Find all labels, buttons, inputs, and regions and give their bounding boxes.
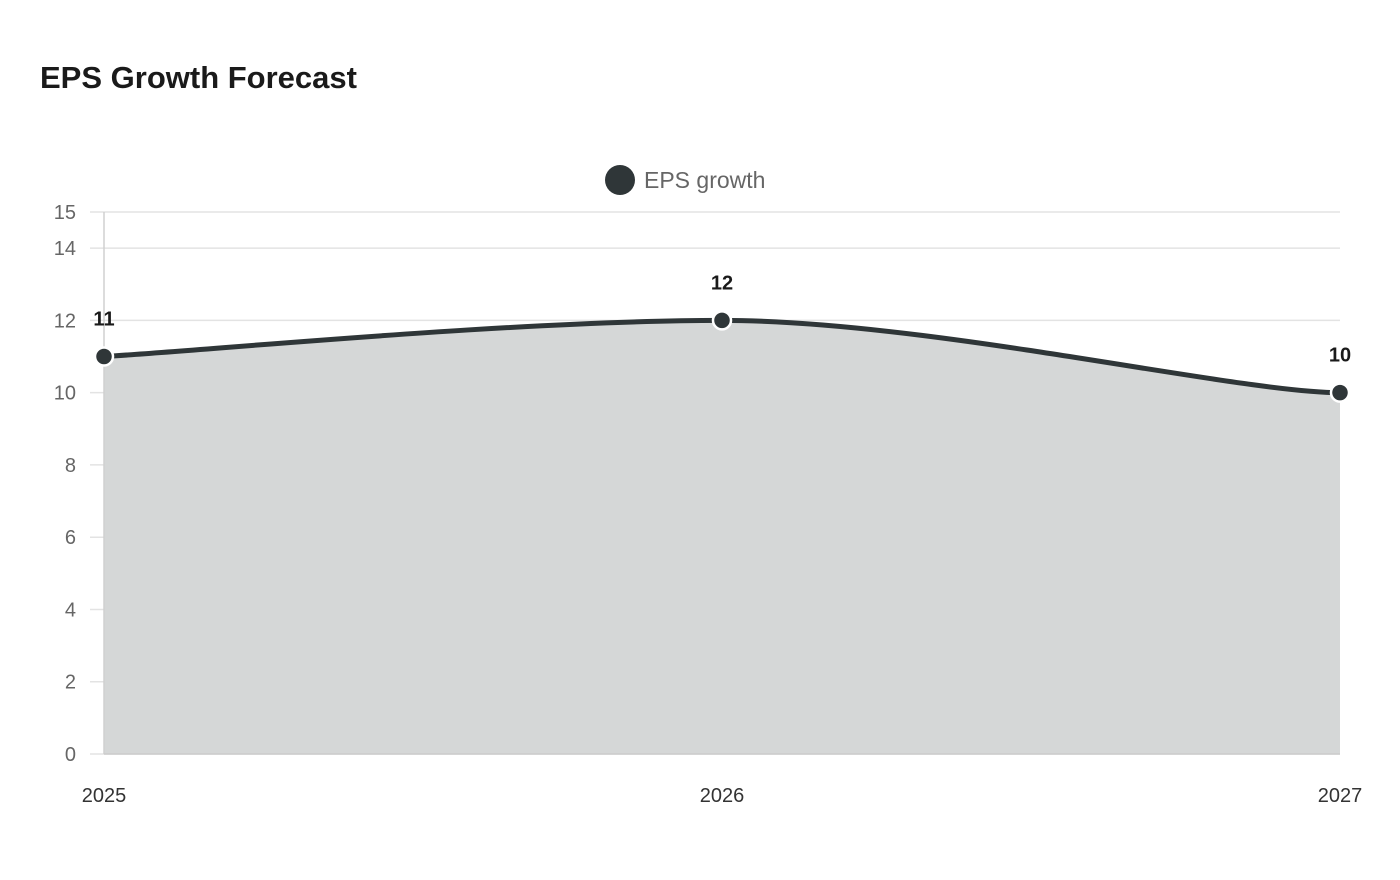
- area-fill-layer: [104, 320, 1340, 754]
- data-label: 12: [711, 272, 733, 294]
- data-label: 10: [1329, 345, 1351, 367]
- legend-marker: [605, 165, 635, 195]
- y-axis-ticks: 0 2 4 6 8 10 12 14 15: [54, 202, 76, 766]
- y-tick-label: 8: [65, 455, 76, 477]
- x-tick-label: 2026: [700, 785, 745, 807]
- y-tick-label: 12: [54, 310, 76, 332]
- x-tick-label: 2027: [1318, 785, 1363, 807]
- data-label: 11: [93, 309, 114, 331]
- data-markers: [93, 310, 1351, 403]
- area-fill: [104, 320, 1340, 754]
- y-tick-label: 6: [65, 527, 76, 549]
- legend[interactable]: EPS growth: [605, 165, 765, 195]
- data-labels: 11 12 10: [93, 272, 1351, 366]
- x-tick-label: 2025: [82, 785, 127, 807]
- axes: [103, 212, 1340, 755]
- legend-label-eps-growth[interactable]: EPS growth: [644, 167, 765, 193]
- data-point[interactable]: [1329, 382, 1351, 403]
- x-axis-ticks: 2025 2026 2027: [82, 785, 1363, 807]
- data-point[interactable]: [711, 310, 733, 331]
- y-tick-label: 2: [65, 672, 76, 694]
- y-tick-label: 15: [54, 202, 76, 224]
- y-tick-label: 4: [65, 599, 76, 621]
- y-tick-label: 10: [54, 383, 76, 405]
- y-tick-label: 0: [65, 744, 76, 766]
- chart-title: EPS Growth Forecast: [40, 60, 357, 95]
- data-point[interactable]: [93, 346, 115, 367]
- y-tick-label: 14: [54, 238, 76, 260]
